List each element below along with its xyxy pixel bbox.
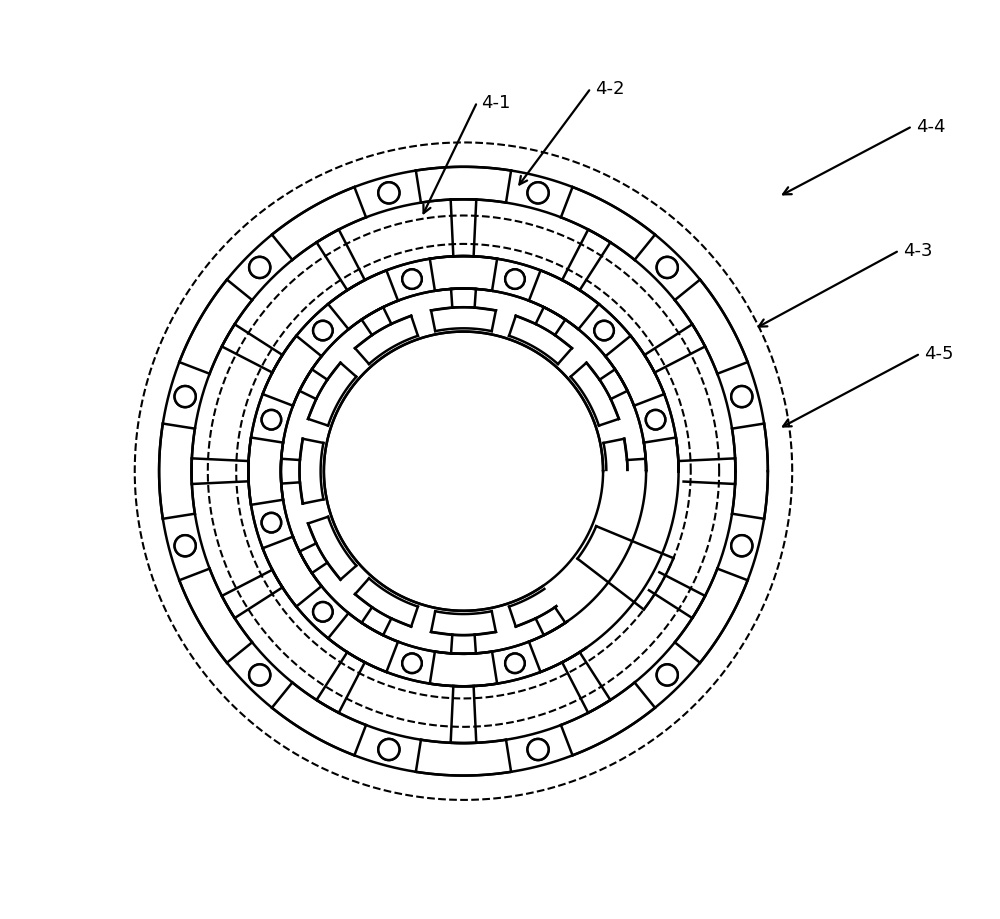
Circle shape — [249, 257, 270, 278]
Circle shape — [505, 653, 525, 674]
Circle shape — [731, 536, 752, 557]
Circle shape — [313, 602, 333, 622]
Circle shape — [402, 270, 422, 289]
Circle shape — [402, 653, 422, 674]
Circle shape — [313, 322, 333, 341]
Circle shape — [594, 602, 614, 622]
Circle shape — [249, 664, 270, 686]
Circle shape — [731, 387, 752, 408]
Circle shape — [175, 387, 196, 408]
Circle shape — [594, 322, 614, 341]
Circle shape — [402, 653, 422, 674]
Circle shape — [262, 411, 281, 430]
Circle shape — [505, 270, 525, 289]
Circle shape — [402, 270, 422, 289]
Circle shape — [175, 536, 196, 557]
Circle shape — [505, 653, 525, 674]
Circle shape — [657, 257, 678, 278]
Text: 4-5: 4-5 — [925, 346, 954, 363]
Circle shape — [505, 270, 525, 289]
Circle shape — [594, 602, 614, 622]
Circle shape — [313, 322, 333, 341]
Circle shape — [262, 411, 281, 430]
Circle shape — [731, 387, 752, 408]
Circle shape — [378, 739, 399, 760]
Circle shape — [262, 514, 281, 533]
Circle shape — [594, 322, 614, 341]
Circle shape — [249, 664, 270, 686]
Circle shape — [646, 411, 665, 430]
Text: 4-2: 4-2 — [595, 80, 624, 98]
Circle shape — [646, 411, 665, 430]
Circle shape — [646, 514, 665, 533]
Circle shape — [378, 739, 399, 760]
Circle shape — [175, 536, 196, 557]
Circle shape — [528, 739, 549, 760]
Circle shape — [249, 257, 270, 278]
Circle shape — [657, 664, 678, 686]
Circle shape — [262, 514, 281, 533]
Circle shape — [528, 183, 549, 204]
Wedge shape — [541, 471, 683, 651]
Circle shape — [175, 387, 196, 408]
Circle shape — [378, 183, 399, 204]
Circle shape — [657, 664, 678, 686]
Circle shape — [731, 536, 752, 557]
Circle shape — [378, 183, 399, 204]
Circle shape — [646, 514, 665, 533]
Text: 4-4: 4-4 — [916, 118, 946, 136]
Text: 4-1: 4-1 — [481, 94, 511, 112]
Circle shape — [528, 739, 549, 760]
Circle shape — [528, 183, 549, 204]
Text: 4-3: 4-3 — [903, 242, 933, 260]
Circle shape — [313, 602, 333, 622]
Circle shape — [657, 257, 678, 278]
